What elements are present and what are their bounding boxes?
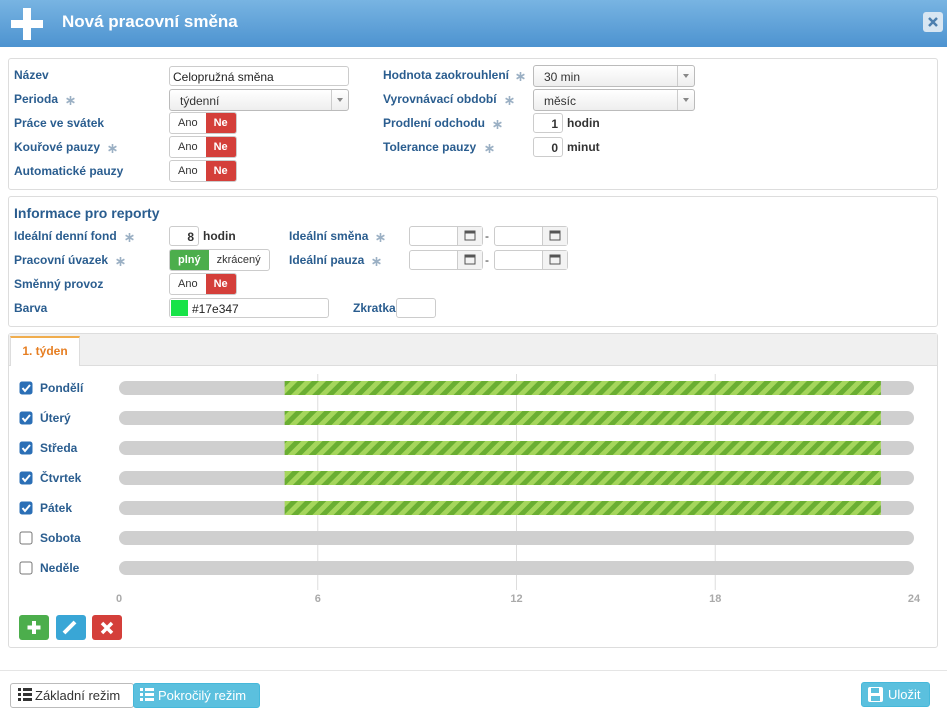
balance-select[interactable]: měsíc — [533, 89, 695, 111]
edit-button[interactable] — [56, 615, 86, 640]
toggle-yes[interactable]: Ano — [178, 141, 198, 153]
time-input[interactable] — [409, 250, 483, 270]
close-button[interactable] — [923, 12, 943, 32]
label: Práce ve svátek — [14, 116, 105, 130]
delete-button[interactable] — [92, 615, 122, 640]
label: Ideální směna — [289, 229, 369, 243]
select-value: 30 min — [544, 70, 581, 84]
label: Kouřové pauzy — [14, 140, 101, 154]
footer-line — [0, 670, 947, 671]
basic-mode-button[interactable]: Základní režim — [10, 683, 134, 708]
required-icon — [485, 142, 494, 153]
label: Název — [14, 68, 49, 82]
basic-section — [8, 58, 938, 190]
time-input[interactable] — [494, 226, 568, 246]
required-icon — [108, 142, 117, 153]
label: Ideální pauza — [289, 253, 365, 267]
required-icon — [376, 231, 385, 242]
toggle-no[interactable]: Ne — [205, 137, 236, 157]
required-icon — [516, 70, 525, 81]
label: Pracovní úvazek — [14, 253, 109, 267]
label: Automatické pauzy — [14, 164, 124, 178]
abbr-input[interactable] — [396, 298, 436, 318]
toggle-yes[interactable]: Ano — [178, 117, 198, 129]
tab[interactable]: 1. týden — [10, 336, 80, 366]
required-icon — [505, 94, 514, 105]
label: Hodnota zaokrouhlení — [383, 68, 509, 82]
toggle[interactable]: Ano Ne — [169, 273, 237, 295]
color-swatch — [171, 300, 188, 316]
toggle[interactable]: Ano Ne — [169, 136, 237, 158]
time-input[interactable] — [409, 226, 483, 246]
toggle-no[interactable]: Ne — [205, 161, 236, 181]
time-input[interactable] — [494, 250, 568, 270]
list-icon — [18, 688, 32, 701]
toggle-yes[interactable]: Ano — [178, 278, 198, 290]
label: Perioda — [14, 92, 59, 106]
select-value: týdenní — [180, 94, 220, 108]
fund-input[interactable]: 8 — [169, 226, 199, 246]
section-title: Informace pro reporty — [14, 205, 160, 221]
save-button[interactable]: Uložit — [861, 682, 930, 707]
name-input[interactable]: Celopružná směna — [169, 66, 349, 86]
required-icon — [66, 94, 75, 105]
action-buttons — [19, 615, 122, 640]
required-icon — [116, 255, 125, 266]
separator: - — [485, 253, 489, 267]
required-icon — [372, 255, 381, 266]
label: Ideální denní fond — [14, 229, 117, 243]
required-icon — [493, 118, 502, 129]
list-icon — [140, 688, 154, 701]
reports-section — [8, 196, 938, 327]
select-value: měsíc — [544, 94, 577, 108]
toggle-full[interactable]: plný — [170, 250, 209, 270]
period-select[interactable]: týdenní — [169, 89, 349, 111]
add-button[interactable] — [19, 615, 49, 640]
label: Tolerance pauzy — [383, 140, 477, 154]
plus-icon — [11, 8, 43, 40]
label: Barva — [14, 301, 48, 315]
label: Vyrovnávací období — [383, 92, 497, 106]
delay-input[interactable]: 1 — [533, 113, 563, 133]
label: Prodlení odchodu — [383, 116, 485, 130]
tolerance-input[interactable]: 0 — [533, 137, 563, 157]
tab-bar — [9, 334, 937, 366]
advanced-mode-button[interactable]: Pokročilý režim — [133, 683, 260, 708]
required-icon — [125, 231, 134, 242]
toggle-short[interactable]: zkrácený — [216, 254, 261, 266]
unit: minut — [567, 140, 600, 154]
label: Směnný provoz — [14, 277, 104, 291]
toggle[interactable]: plný zkrácený — [169, 249, 270, 271]
toggle[interactable]: Ano Ne — [169, 112, 237, 134]
header: Nová pracovní směna — [0, 0, 947, 47]
toggle-no[interactable]: Ne — [205, 274, 236, 294]
toggle[interactable]: Ano Ne — [169, 160, 237, 182]
color-input[interactable]: #17e347 — [169, 298, 329, 318]
unit: hodin — [203, 229, 236, 243]
toggle-yes[interactable]: Ano — [178, 165, 198, 177]
label: Zkratka — [353, 301, 396, 315]
save-icon — [868, 687, 883, 702]
title: Nová pracovní směna — [62, 12, 238, 31]
rounding-select[interactable]: 30 min — [533, 65, 695, 87]
separator: - — [485, 229, 489, 243]
unit: hodin — [567, 116, 600, 130]
schedule-section — [8, 333, 938, 648]
toggle-no[interactable]: Ne — [205, 113, 236, 133]
